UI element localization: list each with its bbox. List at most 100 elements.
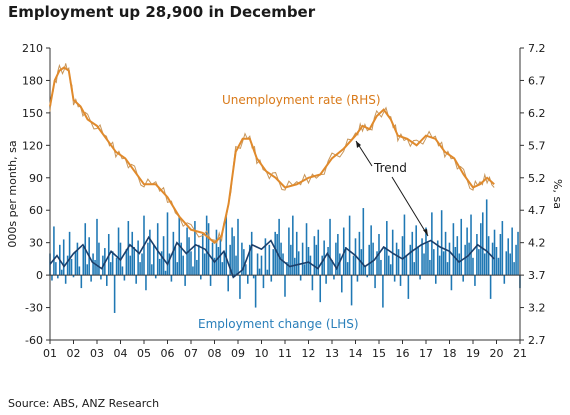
employment-bar <box>272 249 275 276</box>
employment-bar <box>413 262 416 276</box>
employment-bar <box>419 275 421 280</box>
employment-bar <box>247 275 249 284</box>
employment-bar <box>429 259 431 276</box>
employment-bar <box>286 262 288 276</box>
employment-bar <box>129 255 132 276</box>
employment-bar <box>117 227 120 276</box>
employment-bar <box>53 226 55 276</box>
employment-bar <box>227 275 229 292</box>
employment-bar <box>297 251 300 276</box>
employment-bar <box>393 275 396 282</box>
employment-bar <box>503 275 506 284</box>
employment-bar <box>72 275 75 278</box>
employment-bar <box>252 275 255 279</box>
x-tick-label: 12 <box>302 347 316 360</box>
chart-title: Employment up 28,900 in December <box>8 3 316 21</box>
employment-bar <box>485 199 488 276</box>
employment-bar <box>274 231 276 276</box>
source-note: Source: ABS, ANZ Research <box>8 397 160 410</box>
employment-bar <box>299 275 302 281</box>
employment-bar <box>317 229 320 276</box>
employment-bar <box>137 240 139 276</box>
employment-bar <box>331 259 333 276</box>
x-tick-label: 04 <box>114 347 128 360</box>
employment-bar <box>184 275 186 286</box>
employment-bar <box>153 244 155 276</box>
employment-bar <box>115 257 118 276</box>
employment-bar <box>409 244 412 276</box>
employment-bar <box>368 244 370 276</box>
employment-bar <box>315 244 318 276</box>
employment-bar <box>109 262 112 276</box>
employment-bar <box>66 255 69 276</box>
x-tick-label: 18 <box>443 347 457 360</box>
x-tick-label: 01 <box>43 347 57 360</box>
employment-bar <box>284 275 286 297</box>
y-left-tick-label: 150 <box>22 107 43 120</box>
employment-bar <box>80 275 83 289</box>
y-left-axis-title: 000s per month, sa <box>6 140 19 247</box>
employment-bar <box>241 242 243 276</box>
employment-bar <box>213 257 216 276</box>
employment-bar <box>70 258 73 276</box>
y-right-tick-label: 3.2 <box>528 302 546 315</box>
employment-bar <box>456 236 459 276</box>
employment-bar <box>382 275 384 308</box>
employment-bar <box>350 275 353 306</box>
employment-bar <box>489 275 492 299</box>
employment-bar <box>278 218 280 276</box>
employment-bar <box>497 257 500 276</box>
employment-bar <box>472 257 474 276</box>
employment-bar <box>147 242 149 276</box>
x-tick-label: 13 <box>325 347 339 360</box>
employment-bar <box>268 244 271 276</box>
employment-bar <box>423 253 425 276</box>
x-tick-label: 05 <box>137 347 151 360</box>
employment-bar <box>415 225 417 276</box>
employment-bar <box>517 231 519 276</box>
employment-bar <box>264 238 267 276</box>
employment-bar <box>221 262 224 276</box>
employment-bar <box>229 244 231 276</box>
employment-bar <box>192 266 194 276</box>
employment-bar <box>493 229 496 276</box>
employment-bar <box>376 251 378 276</box>
lines <box>49 63 495 279</box>
employment-bar <box>448 242 451 276</box>
employment-bar <box>258 268 261 276</box>
employment-bar <box>344 246 347 276</box>
x-tick-label: 09 <box>231 347 245 360</box>
employment-bar <box>92 253 94 276</box>
employment-bar <box>180 242 182 276</box>
employment-bar <box>290 244 292 276</box>
employment-bar <box>452 223 455 276</box>
employment-bar <box>125 249 128 276</box>
x-tick-label: 02 <box>67 347 81 360</box>
employment-bar <box>235 255 237 276</box>
employment-bar <box>295 231 298 276</box>
y-right-tick-label: 3.7 <box>528 269 546 282</box>
x-tick-label: 19 <box>466 347 480 360</box>
y-right-tick-label: 4.2 <box>528 237 546 250</box>
employment-bar <box>499 234 502 276</box>
x-tick-label: 03 <box>90 347 104 360</box>
employment-bar <box>395 242 398 276</box>
employment-change-label: Employment change (LHS) <box>198 317 359 331</box>
employment-bar <box>329 218 331 276</box>
employment-bar <box>74 251 77 276</box>
employment-bar <box>491 242 494 276</box>
employment-bar <box>321 255 323 276</box>
employment-bar <box>98 242 100 276</box>
employment-bar <box>362 208 365 276</box>
employment-bar <box>154 275 157 279</box>
y-right-tick-label: 6.2 <box>528 107 546 120</box>
employment-bar <box>293 257 296 276</box>
employment-bar <box>96 218 98 276</box>
employment-bar <box>348 215 351 276</box>
employment-bar <box>495 246 498 276</box>
employment-bar <box>205 215 208 276</box>
employment-bar <box>405 255 408 276</box>
y-left-tick-label: 180 <box>22 74 43 87</box>
employment-bar <box>436 240 439 276</box>
